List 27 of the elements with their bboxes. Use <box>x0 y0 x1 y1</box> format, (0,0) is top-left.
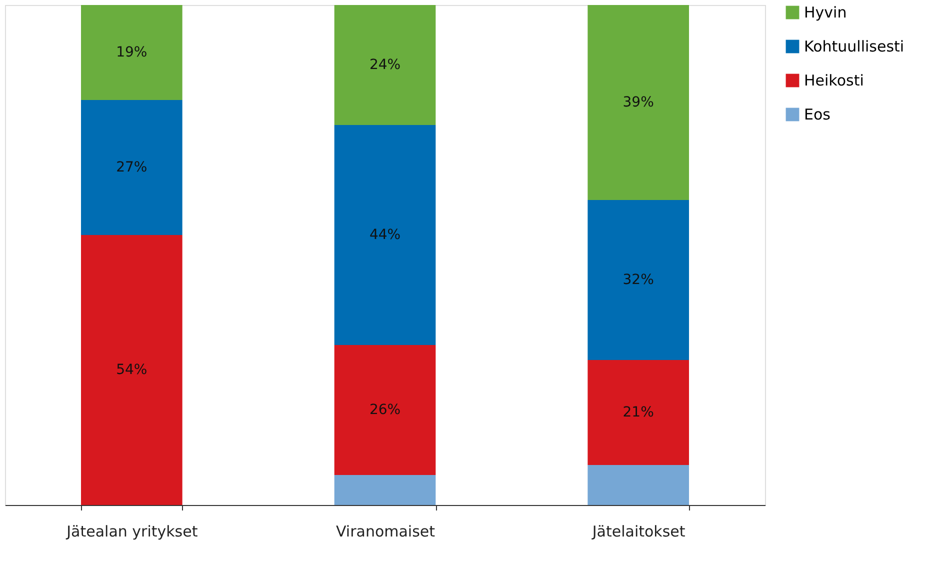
bar <box>334 345 436 475</box>
bar <box>588 5 689 200</box>
legend-label: Kohtuullisesti <box>804 38 904 56</box>
legend-label: Hyvin <box>804 4 847 22</box>
bar <box>588 465 689 505</box>
data-label: 44% <box>369 227 401 243</box>
bar <box>81 235 182 505</box>
data-label: 32% <box>622 272 654 288</box>
legend-label: Eos <box>804 106 831 124</box>
bar <box>588 200 689 360</box>
bar <box>81 5 182 100</box>
data-label: 54% <box>116 362 148 378</box>
bar <box>81 100 182 235</box>
bar <box>334 5 436 125</box>
x-tick-label: Jätelaitokset <box>591 522 686 540</box>
bar <box>334 125 436 345</box>
data-label: 27% <box>116 160 148 176</box>
data-label: 26% <box>369 402 401 418</box>
x-tick-label: Jätealan yritykset <box>66 522 198 540</box>
bar <box>334 475 436 505</box>
data-label: 24% <box>369 57 401 73</box>
data-label: 21% <box>622 404 654 420</box>
data-label: 39% <box>622 94 654 110</box>
x-tick-label: Viranomaiset <box>336 522 436 540</box>
legend-label: Heikosti <box>804 72 864 90</box>
data-label: 19% <box>116 44 148 60</box>
bar <box>588 360 689 465</box>
